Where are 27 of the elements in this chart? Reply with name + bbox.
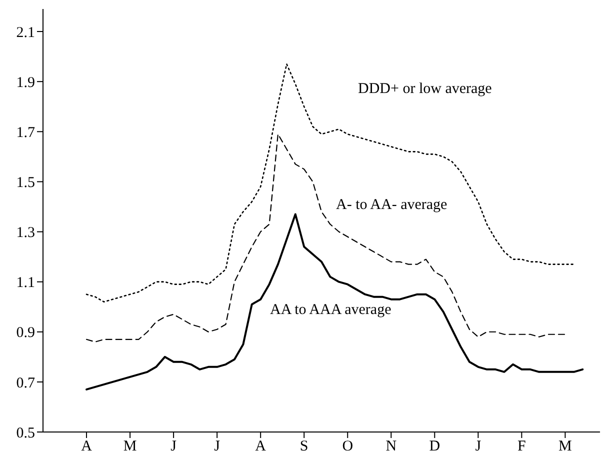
y-tick-label: 1.3 (16, 225, 35, 242)
x-tick-label: M (123, 438, 137, 455)
y-tick-label: 2.1 (16, 24, 35, 41)
text: DDD+ or low average (358, 81, 492, 97)
y-tick-label: 1.7 (16, 124, 36, 141)
line-series (86, 63, 575, 302)
x-tick-label: D (429, 438, 440, 455)
series-label: AA to AAA average (270, 302, 392, 318)
line-series (86, 134, 566, 342)
y-tick-label: 1.1 (16, 275, 35, 292)
line-series (86, 213, 584, 390)
x-tick-label: S (300, 438, 308, 455)
x-tick-label: M (558, 438, 572, 455)
x-tick-label: F (518, 438, 526, 455)
x-tick-label: J (475, 438, 482, 455)
x-tick-label: O (342, 438, 354, 455)
x-tick-label: A (255, 438, 266, 455)
y-tick-label: 0.5 (16, 425, 35, 442)
y-tick-label: 0.9 (16, 325, 35, 342)
x-tick-label: J (214, 438, 220, 455)
y-tick-label: 1.5 (16, 175, 35, 192)
x-tick-label: J (170, 438, 177, 455)
y-tick-label: 0.7 (16, 375, 36, 392)
y-tick-label: 1.9 (16, 74, 35, 91)
series-label: A- to AA- average (336, 197, 448, 213)
x-tick-label: A (81, 438, 92, 455)
x-tick-label: N (386, 438, 397, 455)
